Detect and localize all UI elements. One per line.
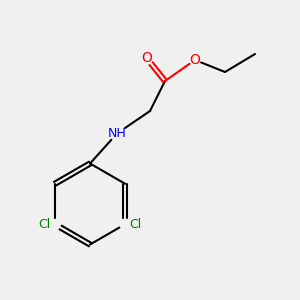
Text: NH: NH bbox=[108, 127, 126, 140]
Text: O: O bbox=[190, 53, 200, 67]
Text: Cl: Cl bbox=[38, 218, 50, 231]
Text: Cl: Cl bbox=[130, 218, 142, 231]
Text: O: O bbox=[142, 52, 152, 65]
